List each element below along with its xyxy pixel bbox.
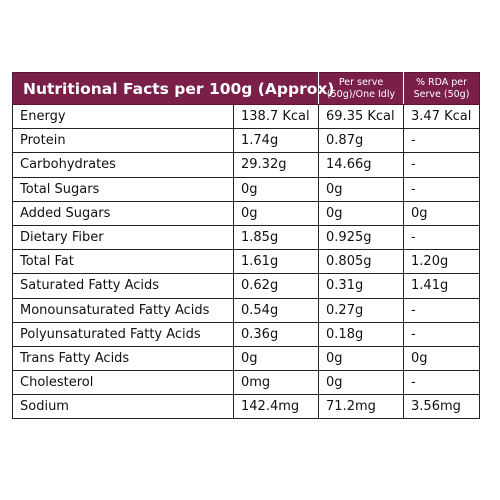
nutrient-name: Dietary Fiber — [12, 224, 234, 251]
per-100g-value: 0g — [232, 345, 320, 372]
table-row: Energy 138.7 Kcal 69.35 Kcal 3.47 Kcal — [12, 103, 481, 130]
rda-value: 0g — [403, 345, 481, 372]
table-row: Sodium 142.4mg 71.2mg 3.56mg — [12, 394, 481, 420]
nutrient-name: Protein — [12, 128, 234, 154]
nutrient-name: Total Sugars — [12, 176, 234, 202]
per-serve-value: 0.27g — [318, 297, 405, 323]
table-row: Total Sugars 0g 0g - — [12, 176, 481, 202]
nutrient-name: Saturated Fatty Acids — [12, 273, 234, 299]
rda-value: - — [403, 176, 481, 202]
per-100g-value: 1.61g — [232, 249, 320, 275]
table-row: Added Sugars 0g 0g 0g — [12, 200, 481, 226]
rda-value: - — [403, 128, 481, 154]
table-row: Saturated Fatty Acids 0.62g 0.31g 1.41g — [12, 273, 481, 299]
table-title: Nutritional Facts per 100g (Approx) — [11, 72, 334, 105]
per-100g-value: 0g — [232, 200, 320, 226]
rda-header-line1: % RDA per — [415, 76, 468, 88]
rda-value: 0g — [403, 200, 481, 226]
rda-value: 3.56mg — [403, 394, 481, 420]
rda-value: - — [403, 370, 481, 396]
per-serve-value: 0g — [318, 345, 405, 372]
per-serve-value: 0g — [318, 176, 405, 202]
header-row: Nutritional Facts per 100g (Approx) Per … — [11, 72, 481, 105]
rda-value: - — [403, 152, 481, 178]
rda-value: - — [403, 224, 481, 251]
per-serve-value: 0g — [318, 370, 405, 396]
table-header: Nutritional Facts per 100g (Approx) Per … — [11, 72, 481, 105]
table-body: Energy 138.7 Kcal 69.35 Kcal 3.47 Kcal Prote… — [12, 103, 481, 420]
per-100g-value: 1.85g — [232, 224, 320, 251]
per-serve-value: 0.925g — [318, 224, 405, 251]
per-serve-header-line1: Per serve — [338, 76, 384, 88]
per-serve-header: Per serve (50g)/One Idly — [318, 72, 405, 105]
per-100g-value: 0.54g — [232, 297, 320, 323]
nutrient-name: Monounsaturated Fatty Acids — [12, 297, 234, 323]
per-serve-value: 0.18g — [318, 321, 405, 347]
per-serve-value: 0.87g — [318, 128, 405, 154]
per-serve-header-line2: (50g)/One Idly — [326, 88, 396, 100]
table-row: Polyunsaturated Fatty Acids 0.36g 0.18g - — [12, 321, 481, 347]
per-serve-value: 0.31g — [318, 273, 405, 299]
per-serve-value: 69.35 Kcal — [318, 103, 405, 130]
nutrient-name: Total Fat — [12, 249, 234, 275]
nutrient-name: Carbohydrates — [12, 152, 234, 178]
rda-value: 1.41g — [403, 273, 481, 299]
rda-value: - — [403, 297, 481, 323]
per-100g-value: 1.74g — [232, 128, 320, 154]
nutrient-name: Sodium — [12, 394, 234, 420]
rda-header: % RDA per Serve (50g) — [403, 72, 481, 105]
table-row: Monounsaturated Fatty Acids 0.54g 0.27g - — [12, 297, 481, 323]
per-100g-value: 142.4mg — [232, 394, 320, 420]
rda-value: 1.20g — [403, 249, 481, 275]
nutrient-name: Cholesterol — [12, 370, 234, 396]
per-100g-value: 0g — [232, 176, 320, 202]
rda-header-line2: Serve (50g) — [413, 88, 470, 100]
per-serve-value: 71.2mg — [318, 394, 405, 420]
table-row: Trans Fatty Acids 0g 0g 0g — [12, 345, 481, 372]
per-serve-value: 0g — [318, 200, 405, 226]
rda-value: 3.47 Kcal — [403, 103, 481, 130]
nutrition-facts-table: Nutritional Facts per 100g (Approx) Per … — [11, 72, 481, 420]
nutrient-name: Polyunsaturated Fatty Acids — [12, 321, 234, 347]
table-row: Total Fat 1.61g 0.805g 1.20g — [12, 249, 481, 275]
per-serve-value: 0.805g — [318, 249, 405, 275]
nutrient-name: Added Sugars — [12, 200, 234, 226]
per-100g-value: 29.32g — [232, 152, 320, 178]
rda-value: - — [403, 321, 481, 347]
nutrient-name: Energy — [12, 103, 234, 130]
per-serve-value: 14.66g — [318, 152, 405, 178]
nutrient-name: Trans Fatty Acids — [12, 345, 234, 372]
per-100g-value: 138.7 Kcal — [232, 103, 320, 130]
table-row: Carbohydrates 29.32g 14.66g - — [12, 152, 481, 178]
table-row: Dietary Fiber 1.85g 0.925g - — [12, 224, 481, 251]
table-row: Cholesterol 0mg 0g - — [12, 370, 481, 396]
per-100g-value: 0.62g — [232, 273, 320, 299]
per-100g-value: 0.36g — [232, 321, 320, 347]
table-row: Protein 1.74g 0.87g - — [12, 128, 481, 154]
per-100g-value: 0mg — [232, 370, 320, 396]
